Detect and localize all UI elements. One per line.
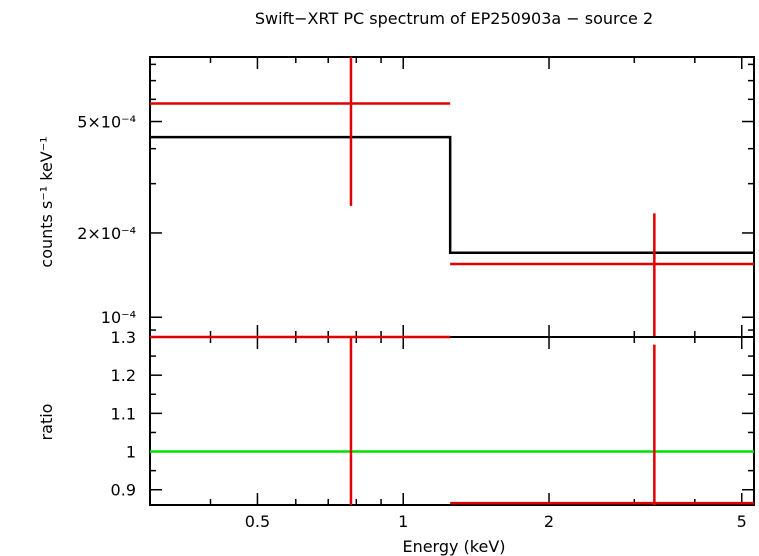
chart-title: Swift−XRT PC spectrum of EP250903a − sou…	[255, 9, 653, 28]
spectrum-panel: 10⁻⁴ 2×10⁻⁴ 5×10⁻⁴	[77, 56, 755, 338]
ratio-y-tick-label: 1.3	[111, 328, 136, 347]
data-point	[450, 213, 754, 337]
x-tick-label: 1	[398, 512, 408, 531]
ratio-data-point	[150, 335, 451, 505]
x-tick-label: 0.5	[245, 512, 270, 531]
x-axis-label: Energy (keV)	[402, 537, 505, 556]
data-point	[150, 57, 451, 206]
ratio-y-tick-label: 1.1	[111, 404, 136, 423]
model-line	[150, 135, 754, 254]
spectrum-frame	[149, 56, 755, 338]
spectrum-y-tick-label: 5×10⁻⁴	[77, 113, 136, 132]
ratio-frame	[149, 336, 755, 506]
x-tick-label: 5	[737, 512, 747, 531]
ratio-panel: 0.9 1 1.1 1.2 1.3	[111, 328, 755, 506]
ratio-y-tick-label: 0.9	[111, 481, 136, 500]
spectrum-y-axis-label: counts s⁻¹ keV⁻¹	[37, 136, 56, 267]
spectrum-y-tick-label: 10⁻⁴	[101, 308, 136, 327]
ratio-y-axis-label: ratio	[37, 404, 56, 441]
ratio-y-tick-label: 1	[126, 443, 136, 462]
ratio-data-point	[450, 344, 754, 505]
spectrum-y-tick-label: 2×10⁻⁴	[77, 224, 136, 243]
ratio-y-tick-label: 1.2	[111, 366, 136, 385]
x-tick-label: 2	[544, 512, 554, 531]
